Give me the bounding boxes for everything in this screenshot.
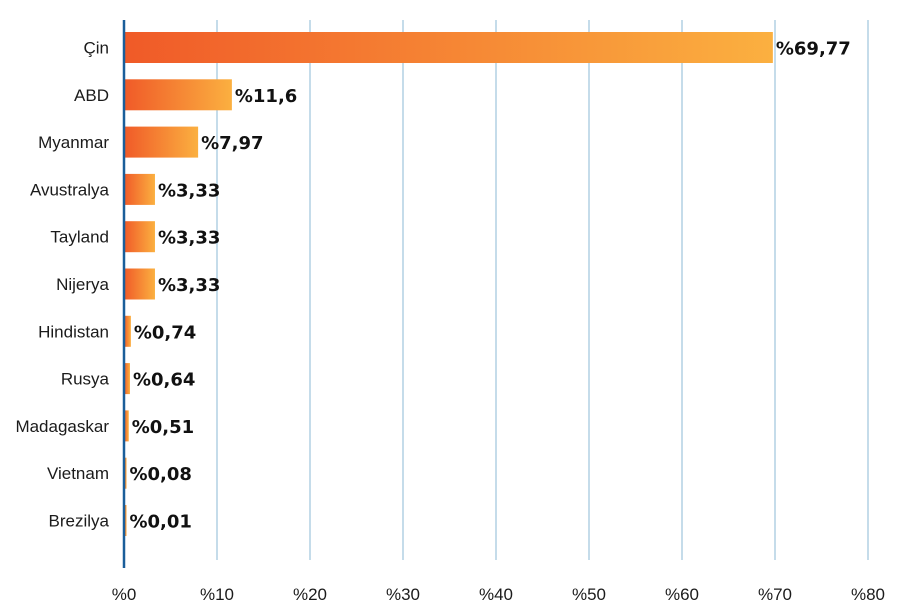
category-labels: Çin ABD Myanmar Avustralya Tayland Nijerya Hin… [15, 39, 109, 531]
value-labels: %69,77 %11,6 %7,97 %3,33 %3,33 %3,33 %0,74 %0,6… [130, 39, 851, 533]
bar [124, 126, 199, 158]
bar [124, 363, 130, 395]
bar [124, 315, 131, 347]
category-label: Avustralya [30, 180, 110, 199]
bar [124, 79, 232, 111]
category-label: Brezilya [49, 512, 110, 531]
bar [124, 410, 129, 442]
value-label: %3,33 [158, 180, 220, 201]
value-label: %0,64 [133, 370, 195, 391]
value-label: %3,33 [158, 228, 220, 249]
category-label: Çin [83, 39, 109, 58]
bars [124, 32, 773, 536]
x-tick-label: %60 [665, 585, 699, 604]
value-label: %0,08 [130, 464, 192, 485]
x-tick-label: %40 [479, 585, 513, 604]
bar [124, 32, 773, 63]
bar [124, 173, 155, 205]
value-label: %0,74 [134, 322, 196, 343]
x-tick-label: %70 [758, 585, 792, 604]
category-label: Myanmar [38, 133, 109, 152]
value-label: %11,6 [235, 86, 297, 107]
category-label: Rusya [61, 370, 110, 389]
grid-lines [216, 20, 869, 560]
value-label: %69,77 [776, 39, 851, 60]
bar [124, 268, 155, 300]
bar [124, 221, 155, 253]
x-tick-label: %0 [112, 585, 137, 604]
category-label: Tayland [50, 228, 109, 247]
value-label: %7,97 [201, 133, 263, 154]
category-label: ABD [74, 86, 109, 105]
category-label: Hindistan [38, 322, 109, 341]
x-tick-labels: %0 %10 %20 %30 %40 %50 %60 %70 %80 [112, 585, 885, 604]
value-label: %3,33 [158, 275, 220, 296]
x-tick-label: %30 [386, 585, 420, 604]
value-label: %0,51 [132, 417, 194, 438]
category-label: Madagaskar [15, 417, 109, 436]
category-label: Vietnam [47, 464, 109, 483]
value-label: %0,01 [130, 512, 192, 533]
x-tick-label: %80 [851, 585, 885, 604]
x-tick-label: %50 [572, 585, 606, 604]
x-tick-label: %10 [200, 585, 234, 604]
x-tick-label: %20 [293, 585, 327, 604]
category-label: Nijerya [56, 275, 109, 294]
